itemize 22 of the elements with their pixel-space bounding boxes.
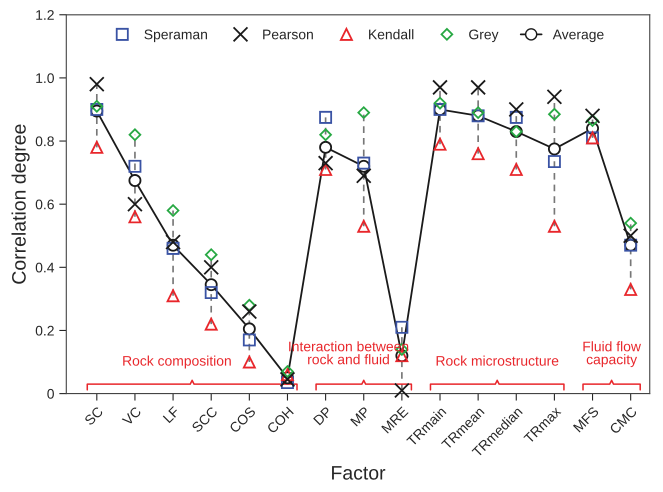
y-tick-label: 1.0 [36,73,54,84]
y-tick-label: 0.8 [36,136,54,146]
y-tick-label: 0.2 [36,326,54,336]
legend-label: Speraman [144,30,207,42]
y-tick-label: 0.4 [36,262,54,272]
legend-label: Kendall [369,29,414,40]
x-tick-label: LF [162,406,180,424]
x-tick-label: VC [122,406,142,426]
annotation: Fluid flow capacity [583,341,641,368]
x-tick-label: DP [313,406,332,426]
x-tick-label: SC [84,406,104,426]
x-axis-title: Factor [332,466,386,480]
y-tick-label: 1.2 [36,10,54,20]
legend-label: Average [552,30,604,42]
y-tick-label: 0 [47,388,54,399]
y-axis-title: Correlation degree [12,124,30,284]
annotation: Rock microstructure [436,356,558,366]
y-tick-label: 0.6 [36,200,54,210]
annotation: Rock composition [123,356,231,369]
x-tick-label: MP [350,406,370,426]
legend-label: Pearson [263,30,313,40]
legend-label: Grey [469,30,499,42]
